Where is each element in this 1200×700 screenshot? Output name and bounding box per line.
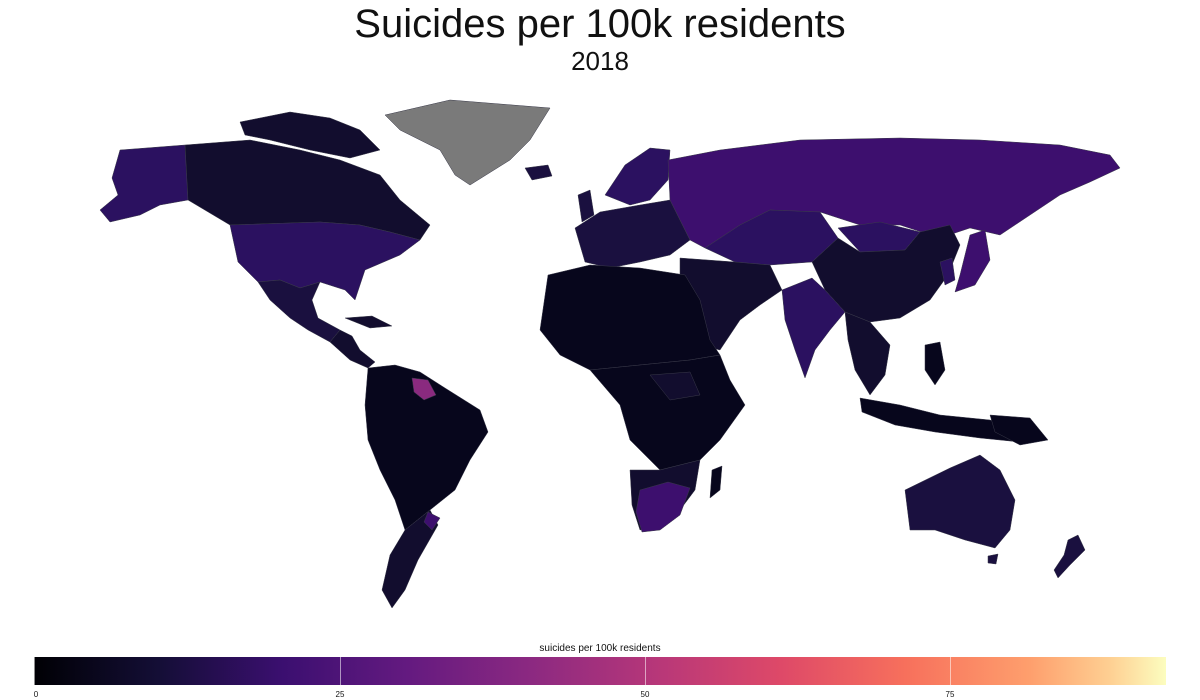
region-greenland (384, 99, 551, 186)
region-madagascar (709, 465, 723, 499)
legend-tick-mark (34, 657, 35, 685)
region-caribbean (344, 315, 393, 329)
map-title: Suicides per 100k residents (354, 2, 846, 46)
region-tasmania (987, 553, 999, 565)
region-uruguay (423, 511, 441, 531)
region-central-america (329, 329, 376, 369)
legend-tick-label: 0 (33, 690, 39, 699)
region-guyana (411, 377, 437, 401)
region-east-africa (649, 371, 701, 401)
region-united-states (229, 221, 421, 301)
region-southeast-asia (844, 311, 891, 396)
legend-tick-mark (340, 657, 341, 685)
region-new-guinea (989, 414, 1049, 446)
region-arctic-islands (239, 111, 381, 159)
region-india (781, 277, 846, 379)
region-iceland (524, 164, 553, 181)
legend-tick-mark (950, 657, 951, 685)
legend-tick-label: 75 (945, 690, 955, 699)
map-subtitle: 2018 (571, 46, 629, 76)
region-korea (939, 257, 956, 286)
world-choropleth-map (99, 99, 1121, 609)
region-scandinavia (604, 147, 671, 206)
legend-title: suicides per 100k residents (539, 643, 661, 654)
region-australia (904, 454, 1016, 549)
region-alaska (99, 144, 189, 223)
legend-tick-label: 25 (335, 690, 345, 699)
legend-tick-mark (645, 657, 646, 685)
region-united-kingdom (577, 189, 595, 223)
color-scale-bar (34, 657, 1166, 685)
region-japan (954, 229, 991, 293)
region-new-zealand (1053, 534, 1086, 579)
region-central-africa (589, 354, 746, 471)
region-south-africa (635, 481, 691, 533)
region-philippines (924, 341, 946, 386)
region-mexico (257, 279, 341, 343)
legend-tick-label: 50 (640, 690, 650, 699)
region-south-america-north (364, 364, 489, 531)
